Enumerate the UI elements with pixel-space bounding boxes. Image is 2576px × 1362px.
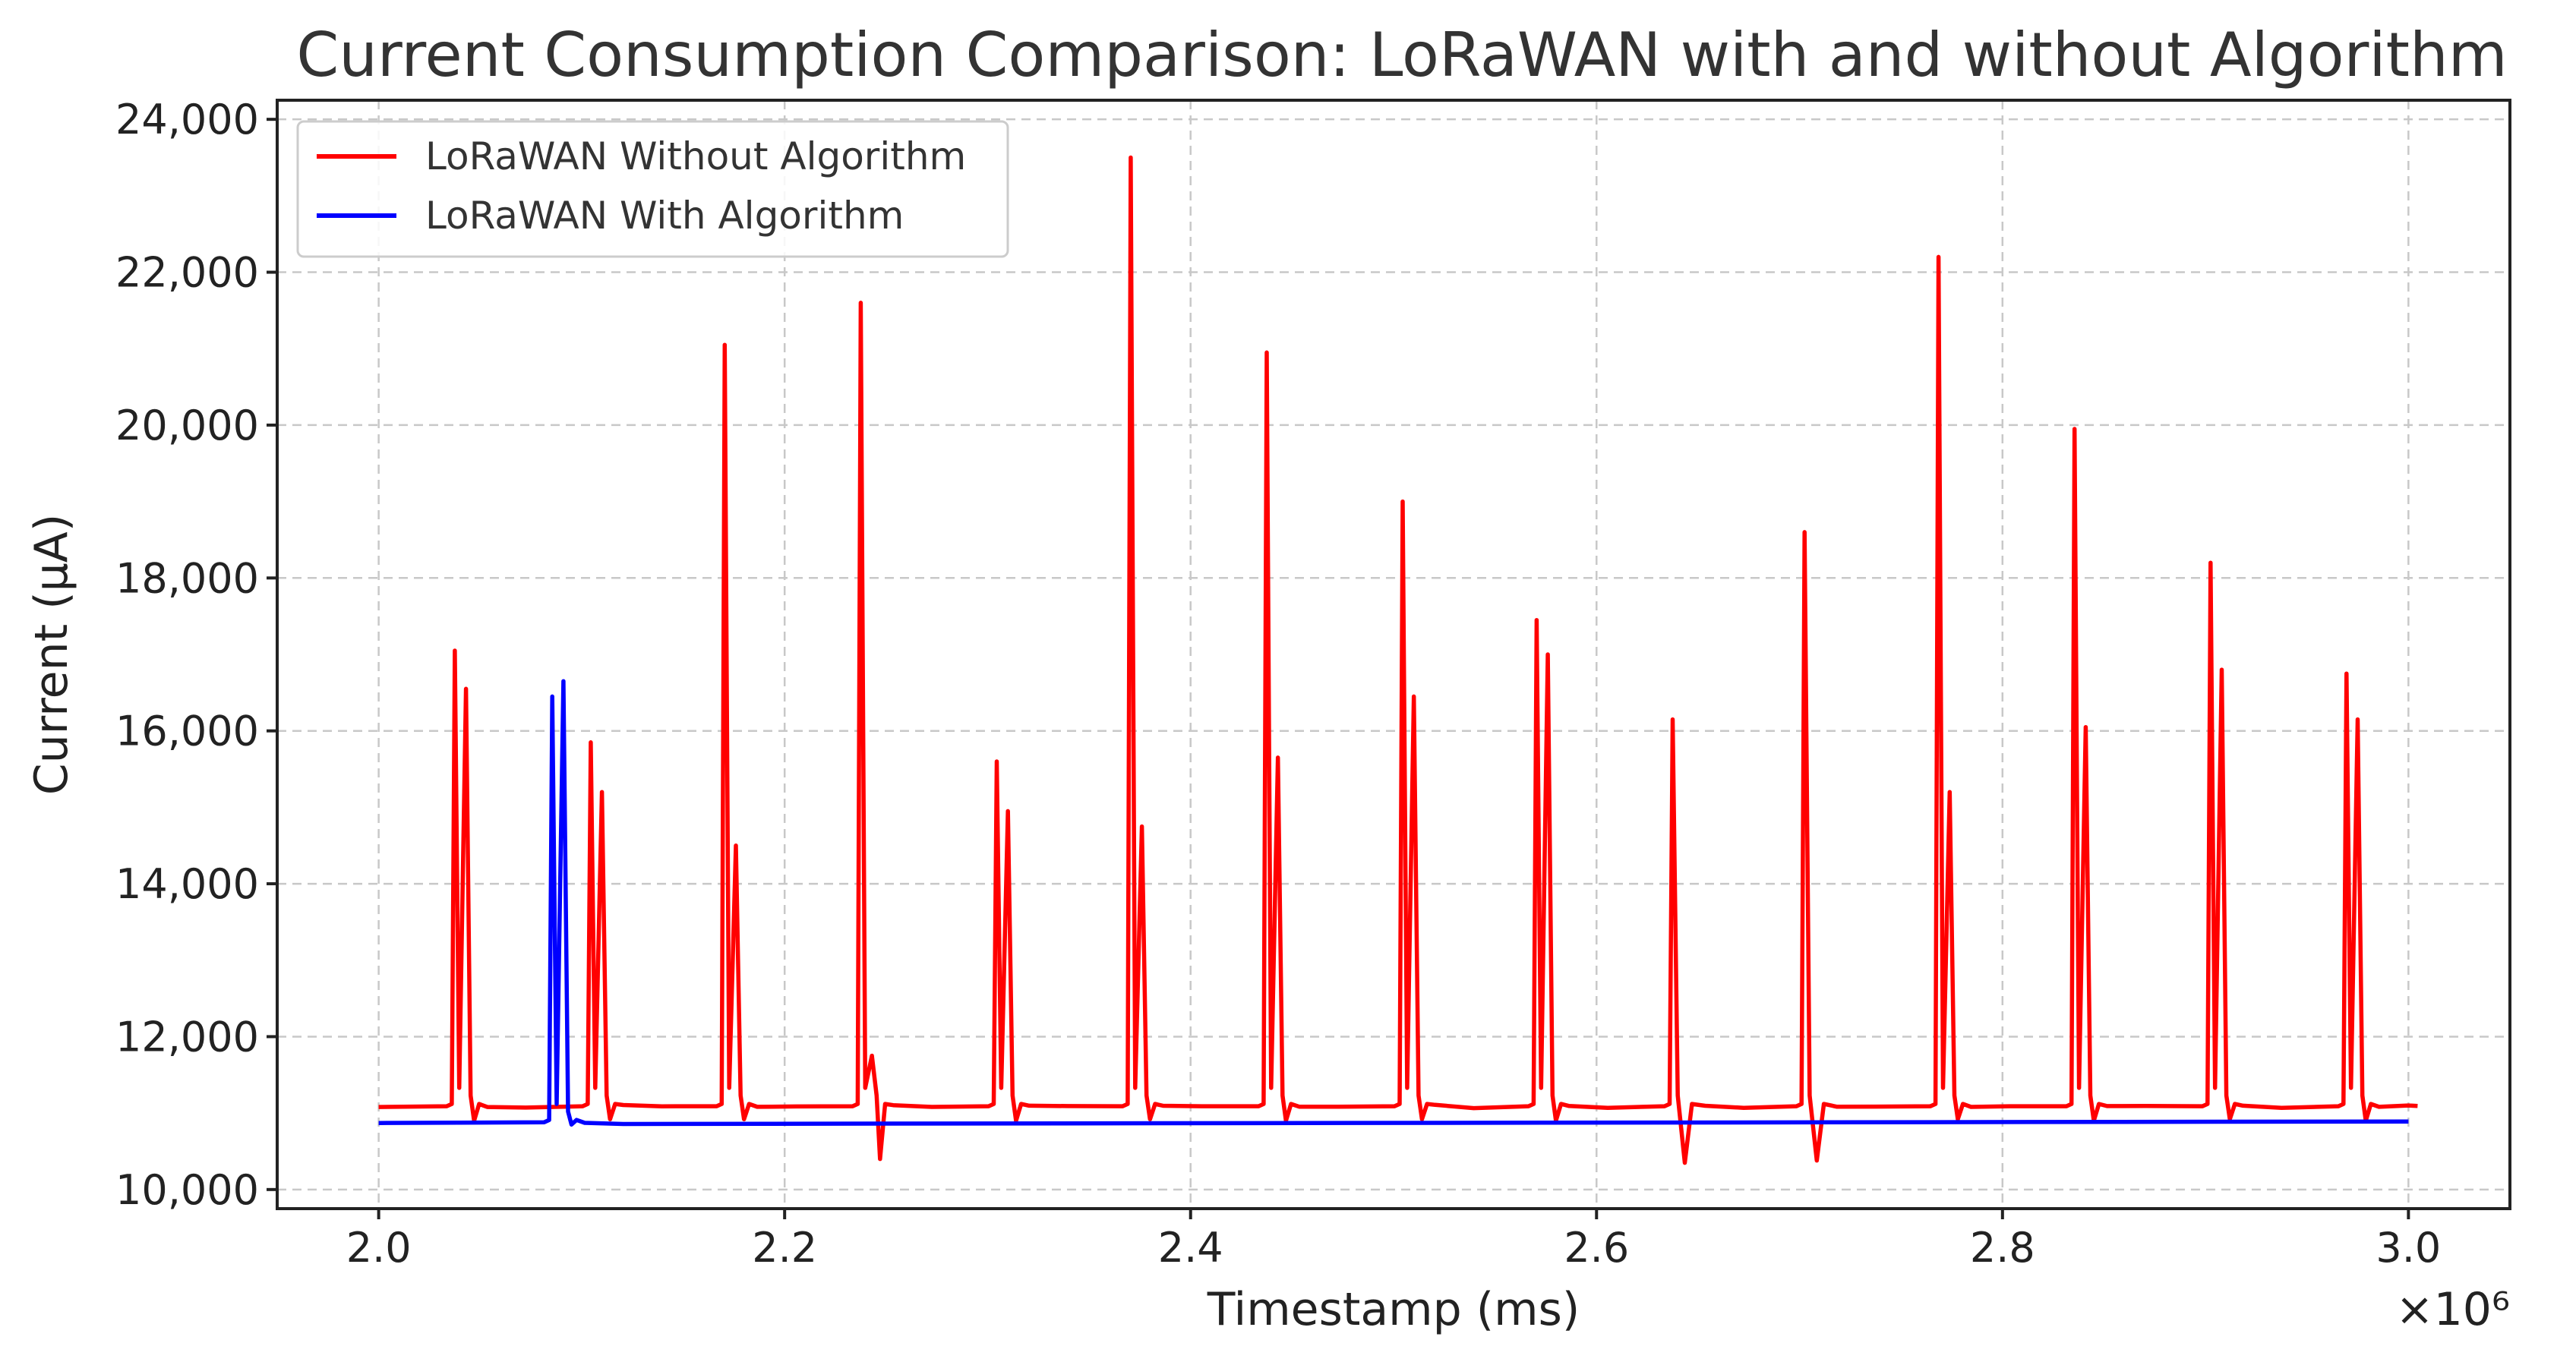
y-tick-label: 18,000	[115, 554, 259, 602]
y-axis-ticks: 10,000 12,000 14,000 16,000 18,000 20,000 22,0…	[115, 96, 277, 1214]
legend-box	[296, 120, 1009, 258]
x-axis-ticks: 2.0 2.2 2.4 2.6 2.8 3.0	[346, 1209, 2441, 1272]
plot-frame	[276, 99, 2511, 1210]
y-tick-label: 16,000	[115, 708, 259, 755]
series-line-with-algorithm	[378, 679, 2409, 1127]
y-tick-label: 20,000	[115, 402, 259, 449]
series-line-without-algorithm	[378, 155, 2418, 1165]
x-tick-label: 2.0	[346, 1224, 412, 1272]
y-tick-label: 10,000	[115, 1166, 259, 1214]
x-axis-label: Timestamp (ms)	[1207, 1283, 1580, 1336]
legend-label: LoRaWAN Without Algorithm	[425, 134, 966, 178]
y-tick-label: 24,000	[115, 96, 259, 143]
legend: LoRaWAN Without Algorithm LoRaWAN With Al…	[296, 120, 1009, 258]
chart-title: Current Consumption Comparison: LoRaWAN …	[296, 20, 2507, 90]
x-tick-label: 3.0	[2376, 1224, 2441, 1272]
x-tick-label: 2.2	[752, 1224, 817, 1272]
y-tick-label: 14,000	[115, 860, 259, 908]
x-tick-label: 2.8	[1970, 1224, 2035, 1272]
y-tick-label: 22,000	[115, 249, 259, 297]
x-tick-label: 2.6	[1564, 1224, 1629, 1272]
series-layer	[378, 155, 2418, 1165]
grid-lines	[277, 100, 2510, 1209]
x-axis-multiplier: ×10⁶	[2395, 1283, 2510, 1336]
y-axis-label: Current (µA)	[25, 514, 78, 795]
legend-label: LoRaWAN With Algorithm	[425, 194, 904, 238]
y-tick-label: 12,000	[115, 1013, 259, 1061]
x-tick-label: 2.4	[1158, 1224, 1223, 1272]
